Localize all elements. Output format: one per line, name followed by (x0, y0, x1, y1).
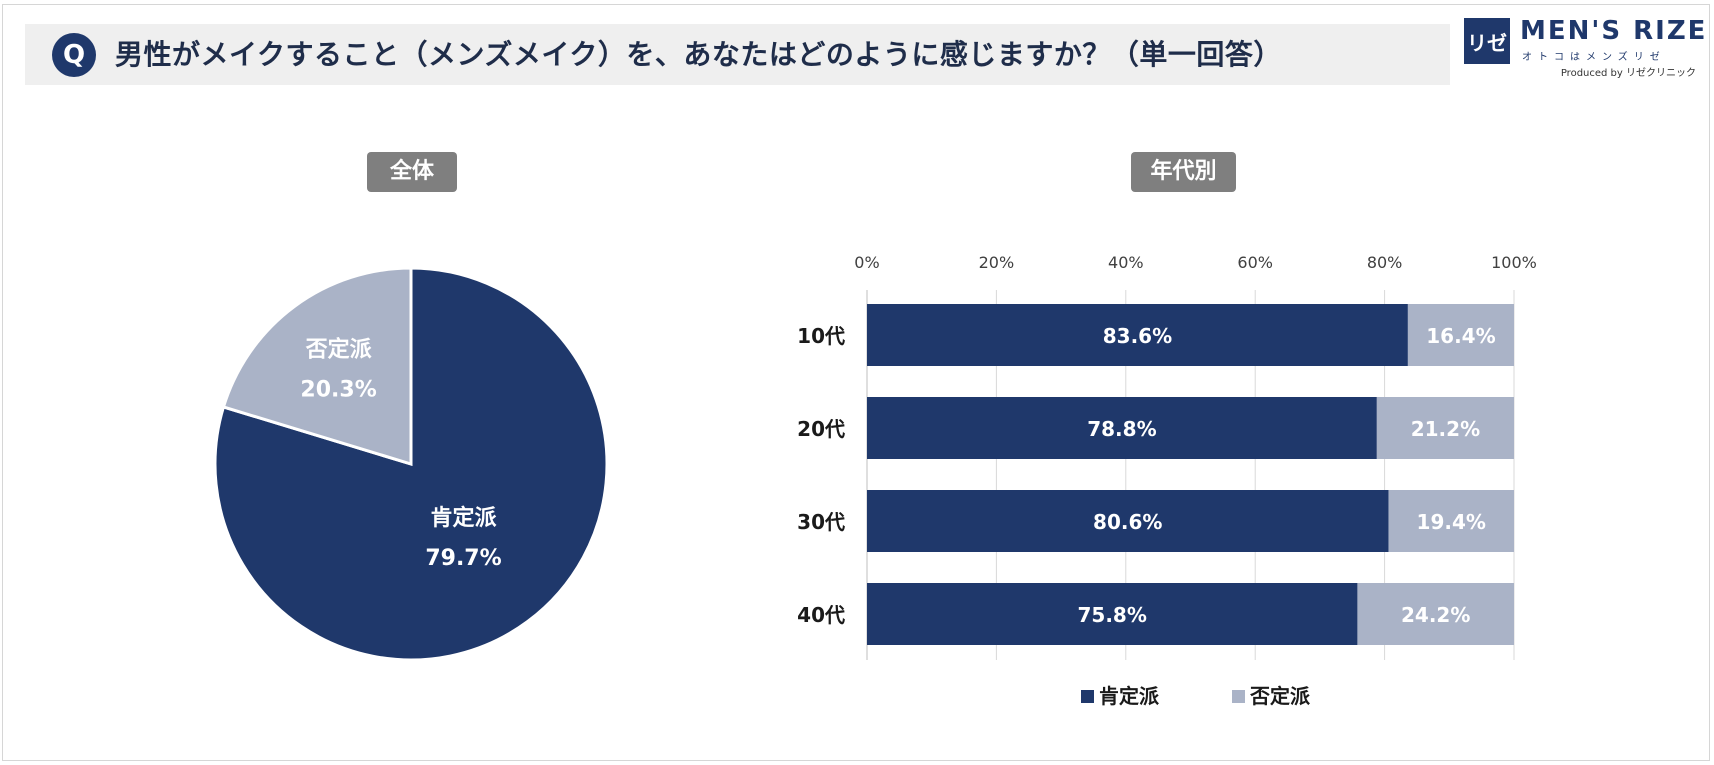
by-age-section-label: 年代別 (1131, 152, 1236, 192)
bar-segment-positive (867, 304, 1408, 366)
pie-slice-value-positive: 79.7% (425, 546, 501, 571)
bar-data-label-positive: 75.8% (1078, 603, 1147, 627)
logo-produced-by: Produced by リゼクリニック (1560, 68, 1696, 79)
overall-section-label: 全体 (367, 152, 457, 192)
bar-data-label-negative: 19.4% (1417, 510, 1486, 534)
bar-segment-positive (867, 397, 1377, 459)
logo-subtitle: オトコはメンズリゼ (1522, 52, 1666, 63)
brand-logo: リゼ MEN'S RIZE オトコはメンズリゼ Produced by リゼクリ… (1464, 16, 1708, 80)
question-text: 男性がメイクすること（メンズメイク）を、あなたはどのように感じますか？（単一回答… (115, 38, 1282, 71)
pie-slice-label-positive: 肯定派 (430, 505, 496, 531)
pie-slice-positive (213, 266, 609, 662)
y-category-label: 10代 (797, 324, 845, 348)
legend-swatch-positive (1081, 690, 1094, 703)
bar-segment-positive (867, 490, 1389, 552)
legend-label-negative: 否定派 (1249, 684, 1311, 708)
question-mark-badge: Q (52, 33, 96, 77)
bar-data-label-positive: 80.6% (1093, 510, 1162, 534)
legend-label-positive: 肯定派 (1099, 684, 1160, 708)
logo-brand-name: MEN'S RIZE (1520, 16, 1708, 46)
bar-data-label-negative: 24.2% (1401, 603, 1470, 627)
pie-slice-value-negative: 20.3% (300, 377, 376, 402)
bar-data-label-positive: 78.8% (1087, 417, 1156, 441)
y-category-label: 40代 (797, 603, 845, 627)
bar-segment-positive (867, 583, 1358, 645)
x-tick-label: 100% (1491, 253, 1537, 272)
logo-mark: リゼ (1464, 18, 1510, 64)
bar-data-label-positive: 83.6% (1103, 324, 1172, 348)
legend-swatch-negative (1232, 690, 1245, 703)
x-tick-label: 20% (979, 253, 1015, 272)
y-category-label: 30代 (797, 510, 845, 534)
pie-slice-negative (221, 266, 413, 467)
figure-frame (2, 4, 1710, 761)
bar-segment-negative (1388, 490, 1514, 552)
question-bar: Q 男性がメイクすること（メンズメイク）を、あなたはどのように感じますか？（単一… (25, 24, 1450, 85)
bar-segment-negative (1376, 397, 1514, 459)
y-category-label: 20代 (797, 417, 845, 441)
x-tick-label: 0% (854, 253, 879, 272)
bar-data-label-negative: 21.2% (1411, 417, 1480, 441)
bar-segment-negative (1357, 583, 1514, 645)
x-tick-label: 60% (1237, 253, 1273, 272)
x-tick-label: 80% (1367, 253, 1403, 272)
bar-segment-negative (1407, 304, 1514, 366)
x-tick-label: 40% (1108, 253, 1144, 272)
pie-slice-label-negative: 否定派 (305, 336, 372, 362)
bar-data-label-negative: 16.4% (1426, 324, 1495, 348)
